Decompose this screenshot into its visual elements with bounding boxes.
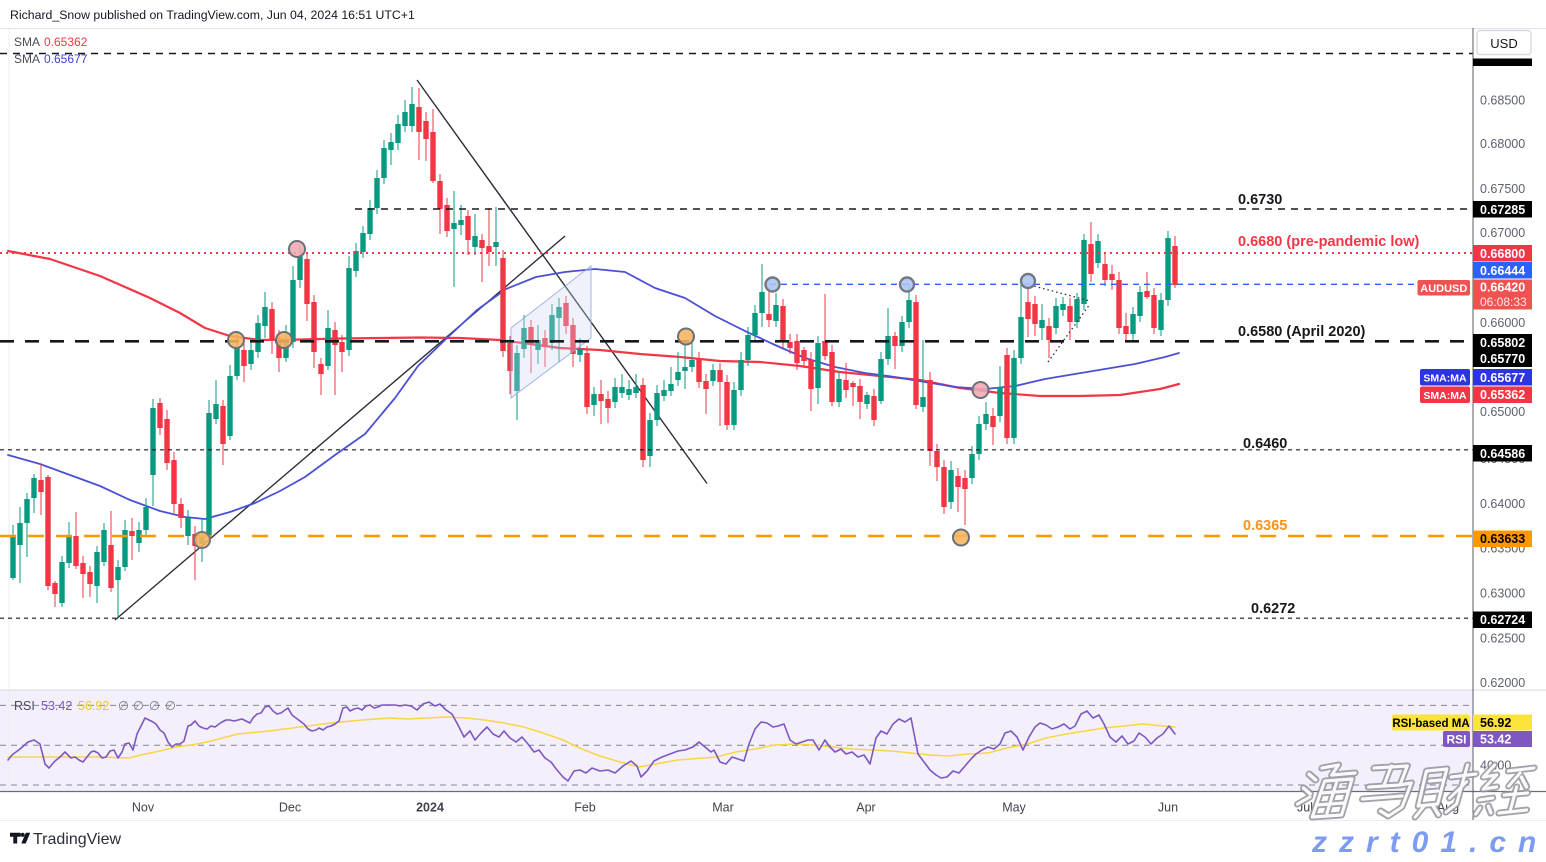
svg-text:0.65362: 0.65362 [44, 35, 88, 49]
svg-text:Mar: Mar [712, 801, 734, 815]
svg-text:0.68500: 0.68500 [1480, 94, 1525, 108]
svg-text:0.64586: 0.64586 [1480, 447, 1525, 461]
svg-text:May: May [1002, 801, 1026, 815]
svg-text:USD: USD [1490, 36, 1517, 51]
svg-text:0.65677: 0.65677 [44, 52, 88, 66]
svg-text:56.92: 56.92 [1480, 716, 1511, 730]
svg-text:0.66444: 0.66444 [1480, 264, 1525, 278]
svg-text:AUDUSD: AUDUSD [1420, 283, 1467, 295]
svg-text:Feb: Feb [574, 801, 596, 815]
svg-text:RSI: RSI [1446, 732, 1466, 746]
svg-text:Apr: Apr [856, 801, 875, 815]
svg-text:TradingView: TradingView [33, 831, 121, 848]
svg-text:53.42: 53.42 [41, 699, 72, 713]
svg-text:56.92: 56.92 [78, 699, 109, 713]
svg-text:∅: ∅ [165, 699, 176, 713]
svg-text:zzrt01.cn: zzrt01.cn [1311, 826, 1546, 857]
svg-text:0.67285: 0.67285 [1480, 203, 1525, 217]
svg-text:0.6680 (pre-pandemic low): 0.6680 (pre-pandemic low) [1238, 234, 1419, 250]
svg-text:0.65770: 0.65770 [1480, 352, 1525, 366]
svg-text:0.66000: 0.66000 [1480, 316, 1525, 330]
svg-text:Richard_Snow published on Trad: Richard_Snow published on TradingView.co… [10, 8, 415, 22]
svg-text:0.6365: 0.6365 [1243, 518, 1287, 534]
svg-text:0.6730: 0.6730 [1238, 192, 1282, 208]
svg-text:0.6460: 0.6460 [1243, 436, 1287, 452]
svg-text:0.64000: 0.64000 [1480, 497, 1525, 511]
svg-text:0.6272: 0.6272 [1251, 601, 1295, 617]
svg-text:RSI-based MA: RSI-based MA [1392, 718, 1469, 730]
svg-text:RSI: RSI [14, 699, 35, 713]
svg-text:0.66800: 0.66800 [1480, 247, 1525, 261]
svg-text:∅: ∅ [133, 699, 144, 713]
svg-text:0.62724: 0.62724 [1480, 613, 1525, 627]
svg-text:SMA: SMA [14, 35, 40, 49]
svg-text:0.66420: 0.66420 [1480, 281, 1525, 295]
svg-text:0.65802: 0.65802 [1480, 336, 1525, 350]
svg-text:2024: 2024 [416, 801, 444, 815]
svg-text:Jun: Jun [1158, 801, 1178, 815]
svg-text:∅: ∅ [118, 699, 129, 713]
svg-text:0.65677: 0.65677 [1480, 371, 1525, 385]
svg-text:0.6580 (April 2020): 0.6580 (April 2020) [1238, 324, 1366, 340]
svg-text:Dec: Dec [279, 801, 301, 815]
svg-text:SMA:MA: SMA:MA [1423, 390, 1467, 402]
svg-text:0.65362: 0.65362 [1480, 388, 1525, 402]
svg-text:06:08:33: 06:08:33 [1480, 295, 1527, 309]
svg-text:0.63633: 0.63633 [1480, 532, 1525, 546]
svg-text:0.62000: 0.62000 [1480, 676, 1525, 690]
svg-text:SMA:MA: SMA:MA [1423, 373, 1467, 385]
svg-text:SMA: SMA [14, 52, 40, 66]
svg-text:0.63000: 0.63000 [1480, 587, 1525, 601]
svg-text:53.42: 53.42 [1480, 733, 1511, 747]
svg-text:0.65000: 0.65000 [1480, 405, 1525, 419]
svg-text:0.67500: 0.67500 [1480, 182, 1525, 196]
svg-text:0.62500: 0.62500 [1480, 631, 1525, 645]
svg-text:0.67000: 0.67000 [1480, 226, 1525, 240]
svg-text:Nov: Nov [132, 801, 155, 815]
svg-text:0.68000: 0.68000 [1480, 137, 1525, 151]
svg-text:∅: ∅ [149, 699, 160, 713]
